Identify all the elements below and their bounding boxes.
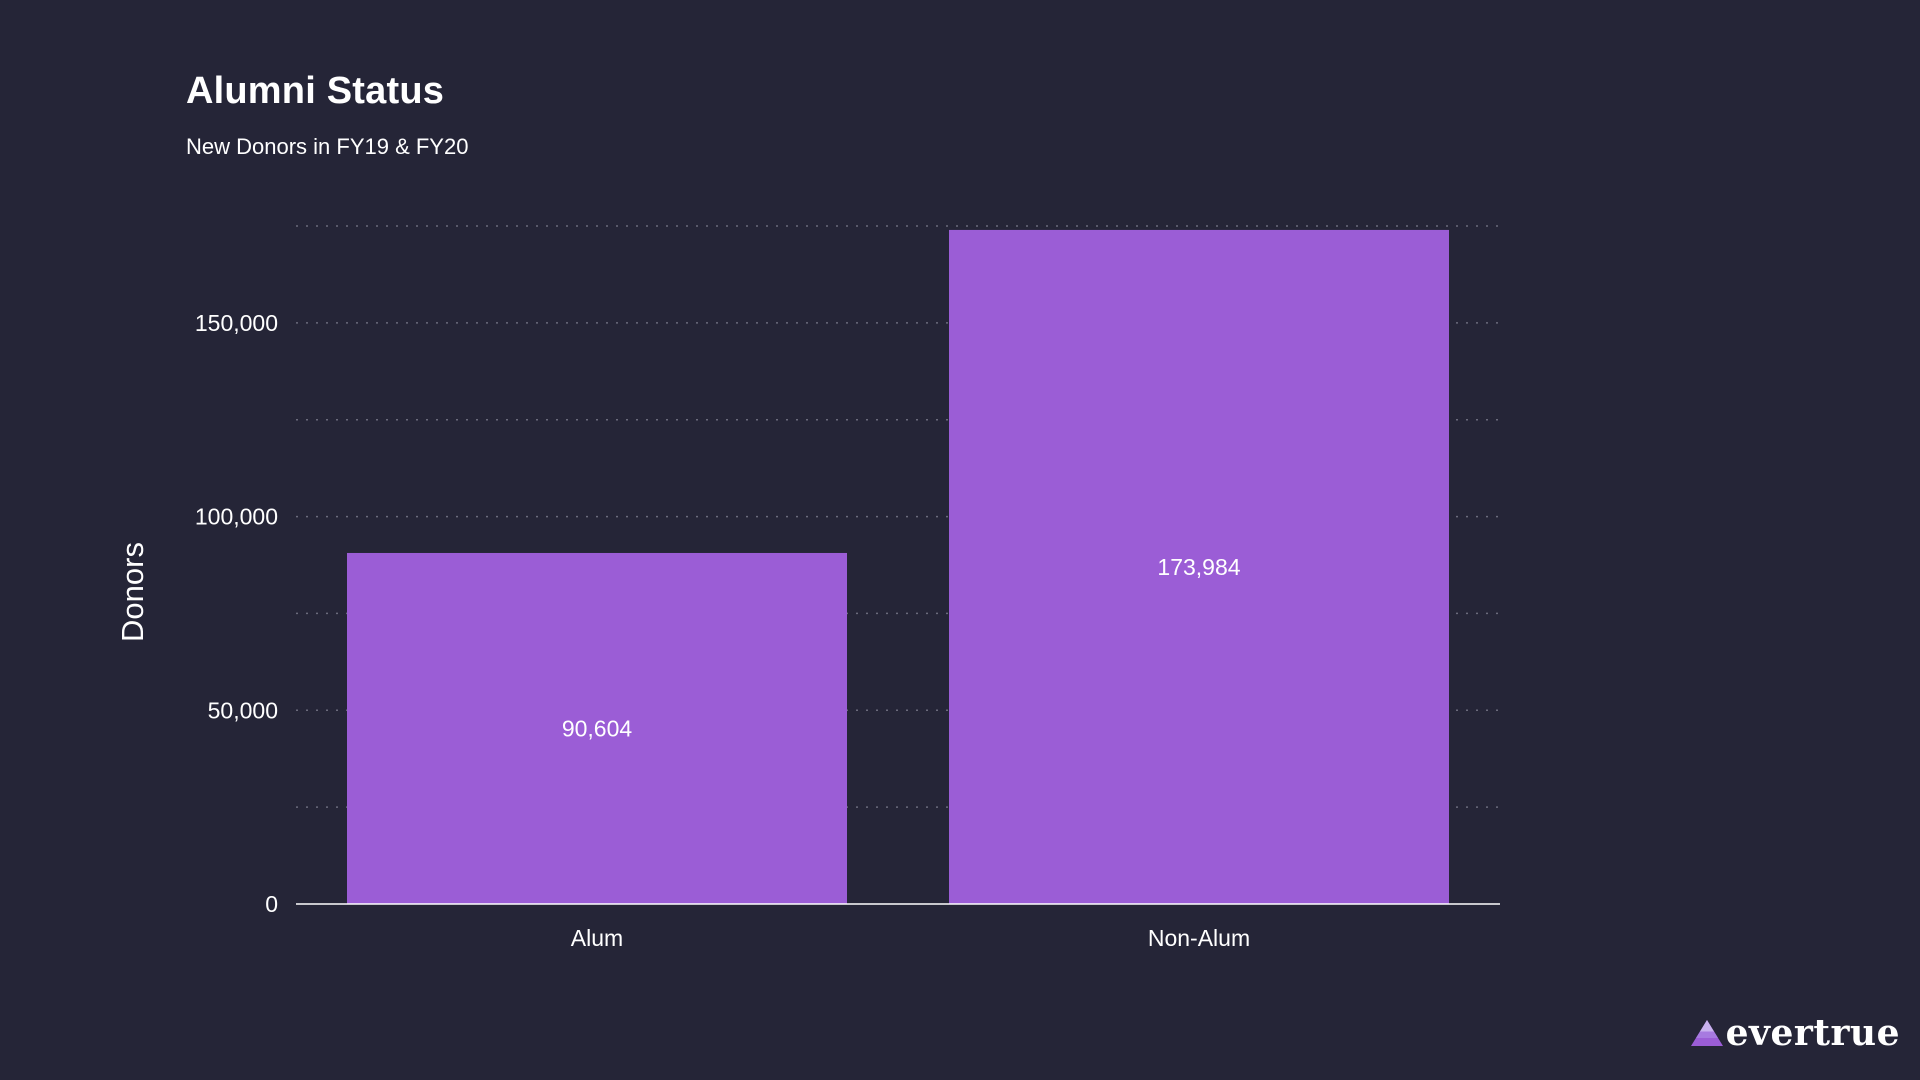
- y-tick-label: 150,000: [195, 310, 278, 336]
- evertrue-logo: evertrue: [1690, 1012, 1900, 1054]
- chart-subtitle: New Donors in FY19 & FY20: [186, 134, 469, 159]
- chart-title: Alumni Status: [186, 70, 445, 112]
- bar-alum: [347, 552, 847, 904]
- y-tick-label: 100,000: [195, 504, 278, 530]
- logo-triangle-icon: [1690, 1020, 1723, 1046]
- logo-text: evertrue: [1725, 1012, 1900, 1054]
- bar-value-label: 173,984: [1157, 554, 1240, 580]
- bar-layer: [347, 229, 1449, 904]
- y-tick-label: 0: [265, 891, 278, 917]
- bar-value-label: 90,604: [562, 715, 633, 741]
- y-tick-label: 50,000: [208, 697, 278, 723]
- x-tick-label: Alum: [571, 925, 623, 951]
- x-tick-label: Non-Alum: [1148, 925, 1250, 951]
- bar-non-alum: [949, 229, 1449, 904]
- y-axis-label: Donors: [115, 542, 150, 642]
- label-layer: 0 50,000 100,000 150,000 90,604 Alum 173,984 No…: [195, 310, 1250, 951]
